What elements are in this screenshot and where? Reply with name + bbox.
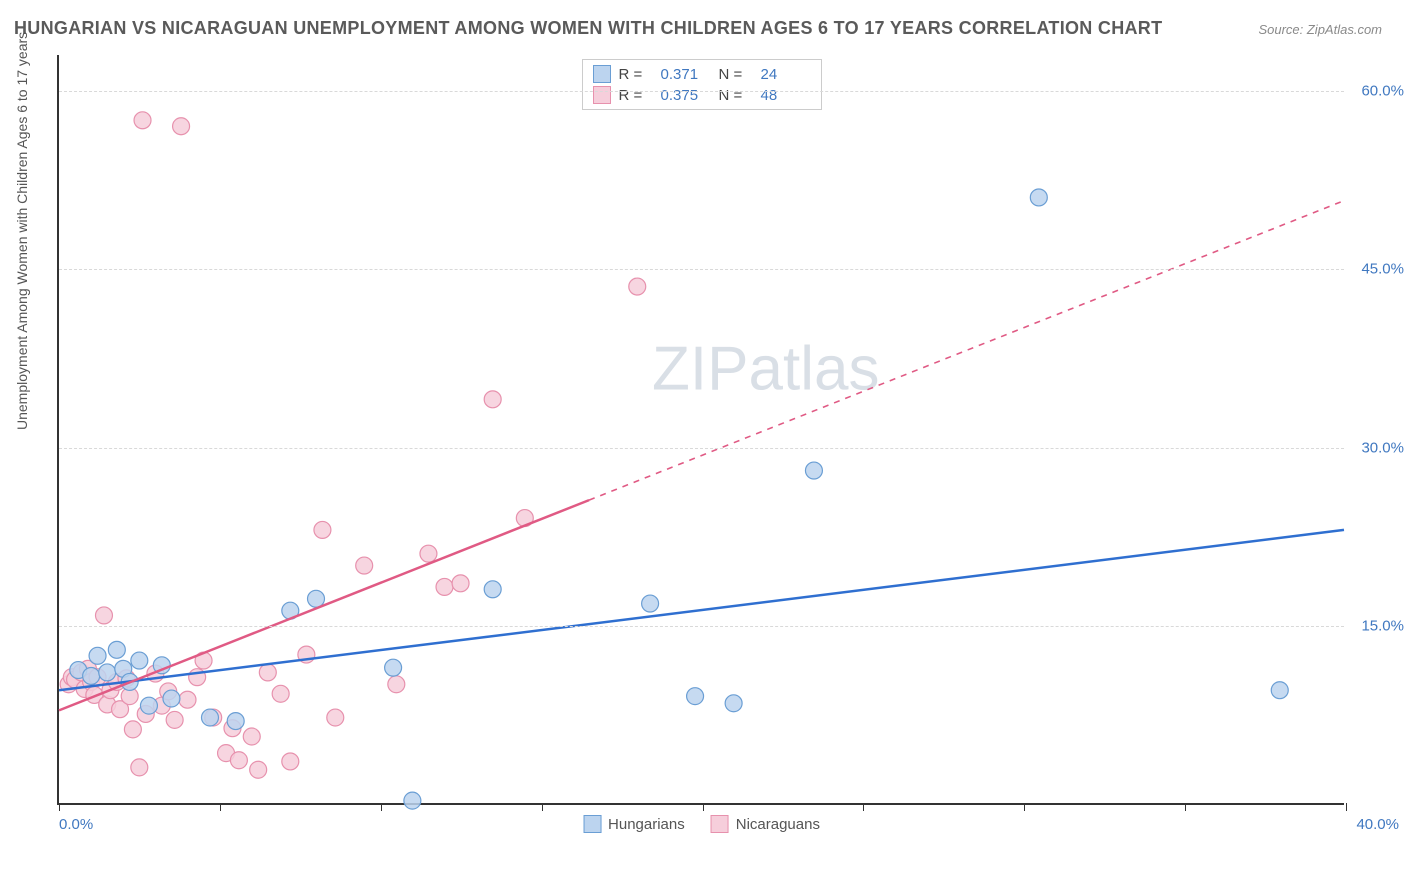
data-point <box>452 575 469 592</box>
regression-line <box>59 530 1344 690</box>
data-point <box>124 721 141 738</box>
legend-row-hungarians: R = 0.371 N = 24 <box>593 65 811 83</box>
data-point <box>404 792 421 809</box>
data-point <box>173 118 190 135</box>
data-point <box>131 759 148 776</box>
r-label: R = <box>619 66 653 83</box>
legend-item-nicaraguans: Nicaraguans <box>711 815 820 833</box>
data-point <box>259 664 276 681</box>
series-name-nicaraguans: Nicaraguans <box>736 816 820 833</box>
gridline <box>59 269 1344 270</box>
correlation-legend: R = 0.371 N = 24 R = 0.375 N = 48 <box>582 59 822 110</box>
x-tick <box>59 803 60 811</box>
y-tick-label: 60.0% <box>1361 82 1404 99</box>
n-value-nicaraguans: 48 <box>761 87 811 104</box>
n-label: N = <box>719 66 753 83</box>
n-value-hungarians: 24 <box>761 66 811 83</box>
series-legend: Hungarians Nicaraguans <box>583 815 820 833</box>
x-tick <box>220 803 221 811</box>
data-point <box>83 667 100 684</box>
data-point <box>163 690 180 707</box>
swatch-hungarians <box>583 815 601 833</box>
y-tick-label: 30.0% <box>1361 439 1404 456</box>
data-point <box>314 521 331 538</box>
data-point <box>108 641 125 658</box>
legend-row-nicaraguans: R = 0.375 N = 48 <box>593 86 811 104</box>
x-tick <box>1185 803 1186 811</box>
n-label: N = <box>719 87 753 104</box>
x-tick <box>703 803 704 811</box>
data-point <box>484 391 501 408</box>
data-point <box>1271 682 1288 699</box>
data-point <box>1030 189 1047 206</box>
page-title: HUNGARIAN VS NICARAGUAN UNEMPLOYMENT AMO… <box>14 18 1162 39</box>
data-point <box>725 695 742 712</box>
data-point <box>227 713 244 730</box>
legend-item-hungarians: Hungarians <box>583 815 685 833</box>
gridline <box>59 448 1344 449</box>
data-point <box>89 647 106 664</box>
swatch-nicaraguans <box>711 815 729 833</box>
swatch-hungarians <box>593 65 611 83</box>
data-point <box>629 278 646 295</box>
x-tick <box>863 803 864 811</box>
data-point <box>272 685 289 702</box>
regression-line-dashed <box>589 201 1344 500</box>
scatter-plot: ZIPatlas R = 0.371 N = 24 R = 0.375 N = … <box>57 55 1344 805</box>
gridline <box>59 626 1344 627</box>
data-point <box>134 112 151 129</box>
data-point <box>687 688 704 705</box>
data-point <box>436 578 453 595</box>
data-point <box>202 709 219 726</box>
x-tick <box>381 803 382 811</box>
data-point <box>230 752 247 769</box>
data-point <box>179 691 196 708</box>
source-credit: Source: ZipAtlas.com <box>1258 22 1382 37</box>
data-point <box>388 676 405 693</box>
chart-svg <box>59 55 1344 803</box>
r-value-hungarians: 0.371 <box>661 66 711 83</box>
x-min-label: 0.0% <box>59 816 93 833</box>
x-tick <box>542 803 543 811</box>
data-point <box>805 462 822 479</box>
data-point <box>484 581 501 598</box>
data-point <box>131 652 148 669</box>
x-max-label: 40.0% <box>1356 816 1399 833</box>
x-tick <box>1024 803 1025 811</box>
r-value-nicaraguans: 0.375 <box>661 87 711 104</box>
data-point <box>99 664 116 681</box>
data-point <box>166 711 183 728</box>
swatch-nicaraguans <box>593 86 611 104</box>
data-point <box>327 709 344 726</box>
data-point <box>95 607 112 624</box>
gridline <box>59 91 1344 92</box>
data-point <box>308 590 325 607</box>
data-point <box>282 753 299 770</box>
data-point <box>642 595 659 612</box>
series-name-hungarians: Hungarians <box>608 816 685 833</box>
data-point <box>385 659 402 676</box>
r-label: R = <box>619 87 653 104</box>
data-point <box>250 761 267 778</box>
y-tick-label: 45.0% <box>1361 261 1404 278</box>
data-point <box>140 697 157 714</box>
y-tick-label: 15.0% <box>1361 618 1404 635</box>
data-point <box>243 728 260 745</box>
data-point <box>356 557 373 574</box>
x-tick <box>1346 803 1347 811</box>
data-point <box>420 545 437 562</box>
y-axis-label: Unemployment Among Women with Children A… <box>14 32 30 430</box>
